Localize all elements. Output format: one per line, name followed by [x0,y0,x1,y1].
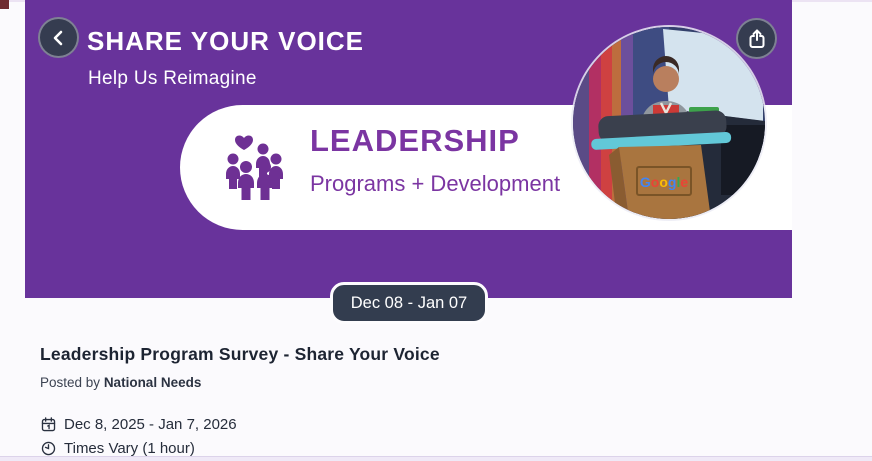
calendar-icon [40,416,57,433]
heart-shape [235,135,253,150]
event-time-row: Times Vary (1 hour) [40,436,440,460]
share-button[interactable] [736,18,777,59]
banner-title: SHARE YOUR VOICE [87,26,365,56]
event-title: Leadership Program Survey - Share Your V… [40,344,440,364]
event-date-range: Dec 8, 2025 - Jan 7, 2026 [64,415,237,433]
pill-subtitle: Programs + Development [310,171,561,196]
event-photo: Google [573,27,765,219]
date-range-badge-label: Dec 08 - Jan 07 [350,293,468,312]
event-time: Times Vary (1 hour) [64,439,195,457]
people-group-heart-icon [224,133,286,208]
podium [591,110,732,150]
podium-google-logo: Google [640,174,688,190]
back-button[interactable] [38,17,79,58]
bottom-strip [0,456,872,461]
event-dates-row: Dec 8, 2025 - Jan 7, 2026 [40,412,440,436]
banner-subtitle: Help Us Reimagine [88,68,257,89]
organizer-name: National Needs [103,375,202,390]
corner-mark [0,0,9,9]
event-meta: Dec 8, 2025 - Jan 7, 2026 Times Vary (1 … [40,412,440,460]
event-info-section: Leadership Program Survey - Share Your V… [40,344,440,460]
clock-icon [40,440,57,457]
posted-by-row: Posted by National Needs [40,375,440,390]
chevron-left-icon [49,28,69,48]
posted-by-label: Posted by [40,375,101,390]
pill-title: LEADERSHIP [310,123,520,158]
date-range-badge: Dec 08 - Jan 07 [330,282,488,324]
share-icon [746,28,768,50]
